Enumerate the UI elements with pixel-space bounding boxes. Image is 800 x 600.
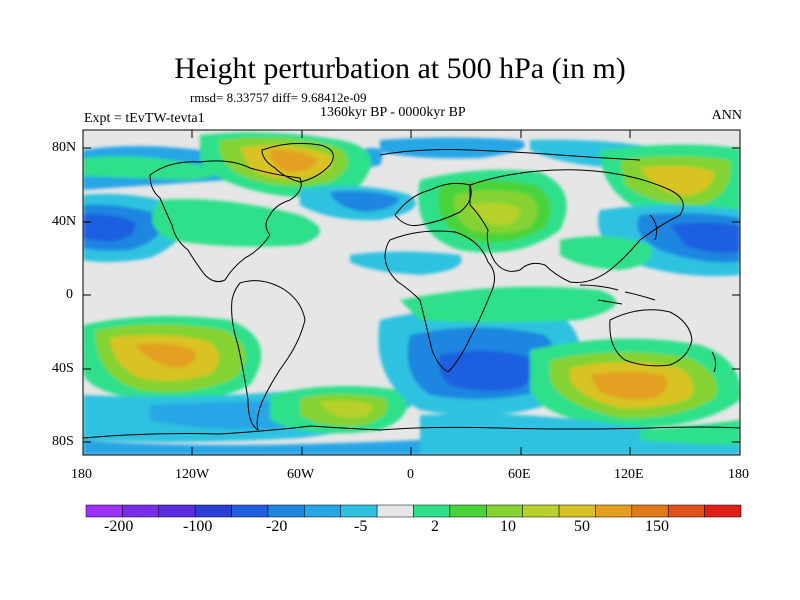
coastline-greenland	[261, 142, 334, 183]
contour-blob	[420, 413, 740, 455]
lon-label-60e: 60E	[508, 467, 531, 482]
colorbar-swatch	[486, 504, 523, 518]
colorbar-swatch	[522, 504, 560, 518]
contour-blob	[640, 165, 715, 196]
colorbar-swatch	[631, 504, 669, 518]
lat-label-40s: 40S	[52, 361, 74, 376]
colorbar-label: -100	[183, 518, 213, 535]
contour-blob	[350, 251, 462, 275]
colorbar-label: -200	[104, 518, 134, 535]
contour-blob	[438, 350, 534, 391]
rmsd-stats: rmsd= 8.33757 diff= 9.68412e-09	[190, 90, 367, 105]
contour-blob	[270, 149, 318, 172]
contour-blob	[135, 343, 196, 368]
lon-label-120e: 120E	[614, 467, 644, 482]
lon-label-180e: 180	[728, 467, 749, 482]
coastline-asia	[469, 169, 684, 283]
experiment-label: Expt = tEvTW-tevta1	[84, 111, 205, 126]
coastline-antarctica	[83, 425, 740, 439]
colorbar-swatch	[267, 504, 305, 518]
colorbar-label: 150	[645, 518, 669, 535]
contour-blob	[380, 137, 525, 159]
coastline-new-zealand	[711, 351, 717, 373]
coastlines	[83, 142, 740, 439]
coastline-arctic	[379, 149, 641, 161]
colorbar-label: -20	[266, 518, 288, 535]
colorbar-swatch	[85, 504, 123, 518]
colorbar-swatch	[595, 504, 633, 518]
lat-label-80s: 80S	[52, 434, 74, 449]
colorbar-swatch	[704, 504, 742, 518]
coastline-north-america	[149, 160, 302, 283]
contour-blob	[640, 420, 740, 445]
contour-blob	[320, 400, 373, 418]
colorbar-label: 50	[574, 518, 590, 535]
coastline-japan	[649, 214, 658, 241]
contour-blob	[470, 203, 521, 226]
axis-ticks	[82, 130, 741, 455]
colorbar-swatch	[340, 504, 378, 518]
contour-blob	[152, 199, 320, 247]
coastline-indonesia	[579, 284, 656, 305]
lat-label-80n: 80N	[52, 140, 77, 155]
coastline-australia	[609, 309, 693, 367]
colorbar-label: 10	[500, 518, 516, 535]
season-label: ANN	[711, 108, 742, 123]
colorbar-swatch	[667, 504, 705, 518]
colorbar-label: -5	[354, 518, 368, 535]
contour-blob	[400, 286, 616, 323]
contour-blob	[560, 236, 652, 270]
colorbar-swatch	[413, 504, 451, 518]
colorbar-swatch	[122, 504, 160, 518]
field-layer	[83, 130, 740, 455]
colorbar-swatch	[304, 504, 341, 518]
lat-label-40n: 40N	[52, 214, 77, 229]
lon-label-180w: 180	[71, 467, 92, 482]
lat-label-0: 0	[66, 287, 73, 302]
contour-blob	[330, 190, 400, 212]
contour-blob	[590, 371, 668, 400]
lon-label-0: 0	[407, 467, 414, 482]
period-label: 1360kyr BP - 0000kyr BP	[320, 105, 466, 120]
colorbar-swatch	[558, 504, 596, 518]
contour-blob	[83, 440, 420, 455]
colorbar	[85, 504, 742, 518]
plot-title: Height perturbation at 500 hPa (in m)	[174, 52, 626, 85]
coastline-africa	[384, 230, 495, 373]
colorbar-swatch	[194, 504, 232, 518]
colorbar-label: 2	[431, 518, 439, 535]
colorbar-swatch	[158, 504, 196, 518]
colorbar-swatch	[376, 504, 414, 518]
colorbar-swatch	[231, 504, 269, 518]
lon-label-60w: 60W	[287, 467, 315, 482]
contour-blob	[83, 214, 136, 242]
lon-label-120w: 120W	[175, 467, 210, 482]
contour-blob	[670, 222, 740, 253]
coastline-south-america	[231, 280, 306, 432]
colorbar-swatch	[449, 504, 487, 518]
